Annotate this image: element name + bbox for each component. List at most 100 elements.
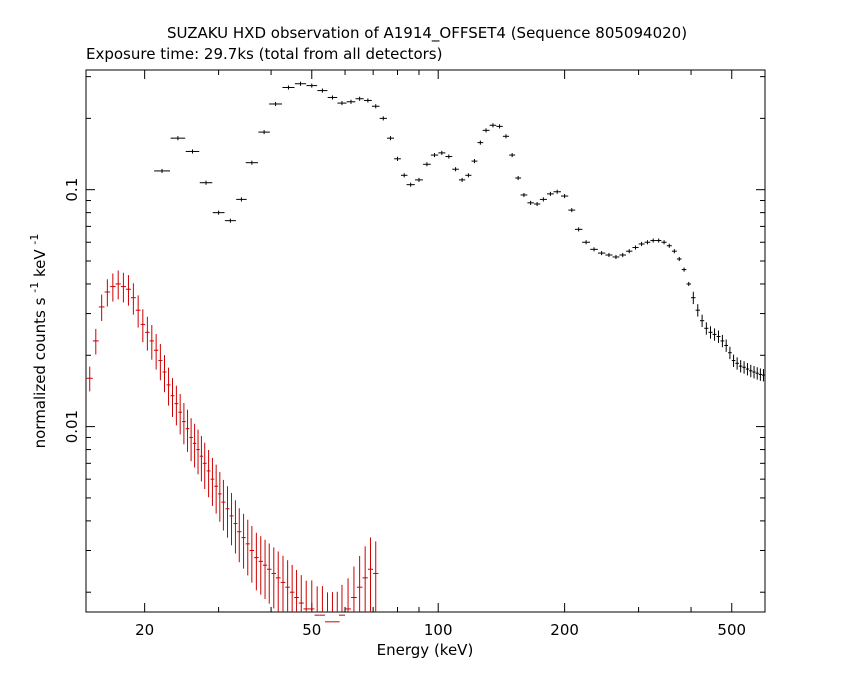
- data-point: [115, 270, 121, 300]
- x-tick-label: 50: [302, 621, 321, 639]
- data-point: [379, 116, 387, 121]
- y-axis-label-sup1: -1: [28, 282, 41, 293]
- data-point: [120, 272, 126, 303]
- data-point: [547, 191, 554, 196]
- data-point: [210, 457, 215, 506]
- data-point: [185, 409, 190, 452]
- data-point: [561, 194, 569, 199]
- data-point: [338, 584, 346, 616]
- data-point: [174, 385, 179, 426]
- data-point: [192, 423, 197, 468]
- data-points: [86, 81, 766, 623]
- data-point: [363, 98, 372, 103]
- data-point: [724, 339, 729, 352]
- data-point: [266, 543, 272, 604]
- data-point: [345, 578, 351, 612]
- chart-title: SUZAKU HXD observation of A1914_OFFSET4 …: [167, 24, 687, 43]
- data-point: [471, 159, 478, 164]
- data-point: [258, 130, 270, 135]
- data-point: [533, 201, 541, 207]
- data-point: [218, 471, 222, 522]
- data-point: [704, 322, 709, 335]
- data-point: [182, 402, 186, 445]
- data-point: [527, 200, 534, 205]
- data-point: [214, 464, 218, 514]
- data-point: [282, 85, 295, 90]
- plot-frame: [85, 69, 766, 613]
- data-point: [196, 429, 200, 475]
- data-point: [742, 361, 746, 374]
- data-point: [351, 566, 357, 612]
- data-point: [520, 192, 528, 198]
- y-axis-label-sup2: -1: [28, 234, 41, 245]
- data-point: [415, 177, 423, 182]
- data-point: [199, 180, 213, 185]
- data-point: [236, 197, 247, 202]
- data-point: [619, 252, 626, 258]
- data-point: [356, 555, 363, 612]
- data-point: [477, 140, 484, 145]
- data-point: [125, 275, 131, 306]
- data-point: [666, 243, 672, 248]
- data-point: [626, 249, 633, 254]
- x-axis-label: Energy (keV): [377, 641, 474, 659]
- data-point: [355, 96, 364, 101]
- data-point: [314, 586, 320, 616]
- data-point: [738, 360, 743, 373]
- data-point: [362, 546, 368, 612]
- data-point: [423, 162, 431, 167]
- data-point: [110, 273, 116, 302]
- data-point: [650, 238, 656, 243]
- data-point: [574, 227, 583, 232]
- data-point: [686, 281, 692, 287]
- data-point: [294, 569, 299, 612]
- data-point: [98, 294, 105, 321]
- data-point: [458, 177, 466, 182]
- data-point: [206, 450, 211, 498]
- data-point: [275, 551, 281, 612]
- data-point: [271, 547, 277, 609]
- data-point: [317, 88, 328, 93]
- x-tick-label: 20: [135, 621, 154, 639]
- data-point: [712, 328, 717, 341]
- data-point: [502, 134, 510, 139]
- data-point: [582, 240, 591, 245]
- data-point: [92, 328, 99, 355]
- data-point: [334, 591, 340, 623]
- data-point: [319, 586, 325, 616]
- data-point: [699, 314, 705, 328]
- data-point: [465, 173, 472, 178]
- data-point: [337, 101, 347, 106]
- data-point: [430, 153, 439, 158]
- data-point: [289, 564, 295, 612]
- data-point: [229, 492, 234, 546]
- data-point: [731, 354, 736, 367]
- data-point: [258, 536, 263, 595]
- data-point: [638, 241, 645, 247]
- data-point: [162, 355, 167, 393]
- data-point: [553, 189, 561, 194]
- data-point: [233, 500, 238, 554]
- data-point: [632, 245, 639, 250]
- data-point: [728, 346, 732, 360]
- data-point: [170, 136, 186, 141]
- data-point: [254, 532, 259, 591]
- data-point: [661, 240, 667, 245]
- data-point: [509, 153, 516, 158]
- data-point: [676, 256, 682, 262]
- data-point: [166, 367, 171, 406]
- data-point: [597, 251, 606, 256]
- data-point: [515, 175, 522, 181]
- data-point: [241, 513, 246, 569]
- data-point: [280, 555, 286, 612]
- data-point: [245, 519, 250, 576]
- data-point: [691, 291, 696, 305]
- data-point: [225, 486, 230, 538]
- data-point: [170, 378, 175, 417]
- data-point: [285, 560, 290, 612]
- data-point: [749, 364, 753, 378]
- data-point: [671, 249, 677, 254]
- data-point: [145, 316, 150, 351]
- data-point: [373, 541, 379, 612]
